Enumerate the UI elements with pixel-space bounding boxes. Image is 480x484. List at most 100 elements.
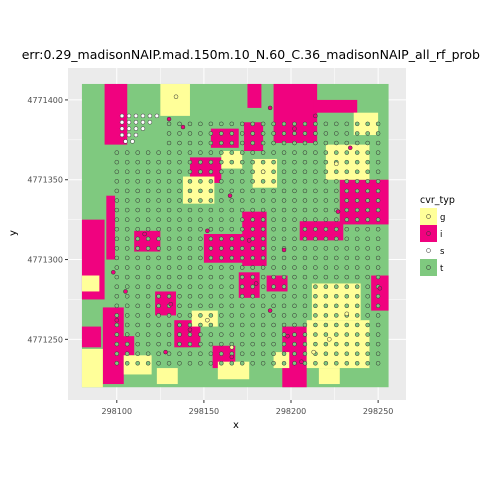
point-t bbox=[292, 131, 297, 136]
point-t bbox=[124, 207, 130, 213]
point-t bbox=[354, 361, 360, 366]
point-t bbox=[344, 121, 350, 127]
point-t bbox=[166, 341, 172, 347]
point-t bbox=[365, 198, 370, 203]
point-t bbox=[250, 188, 255, 194]
point-t bbox=[302, 255, 308, 261]
point-t bbox=[365, 159, 370, 165]
point-t bbox=[166, 179, 172, 184]
point-t bbox=[229, 265, 235, 270]
point-t bbox=[365, 265, 370, 270]
point-t bbox=[260, 246, 266, 251]
point-t bbox=[250, 361, 255, 366]
point-i bbox=[111, 270, 116, 275]
point-t bbox=[239, 341, 245, 347]
point-i bbox=[281, 247, 287, 253]
point-t bbox=[177, 294, 182, 299]
point-t bbox=[302, 313, 308, 318]
point-t bbox=[219, 226, 224, 232]
point-t bbox=[344, 140, 350, 146]
point-t bbox=[145, 361, 151, 366]
point-t bbox=[229, 246, 235, 251]
point-t bbox=[156, 207, 161, 213]
point-t bbox=[365, 207, 370, 213]
point-t bbox=[354, 274, 360, 280]
point-t bbox=[250, 150, 255, 155]
point-t bbox=[166, 159, 172, 165]
point-t bbox=[260, 284, 266, 289]
point-t bbox=[114, 169, 120, 174]
point-t bbox=[198, 274, 203, 280]
point-t bbox=[271, 226, 276, 232]
point-t bbox=[239, 188, 245, 194]
point-t bbox=[135, 150, 140, 155]
point-t bbox=[166, 236, 172, 242]
point-i bbox=[377, 286, 383, 291]
point-t bbox=[219, 188, 224, 194]
point-t bbox=[187, 198, 193, 203]
point-t bbox=[219, 198, 224, 203]
point-t bbox=[229, 332, 235, 337]
point-t bbox=[177, 179, 182, 184]
point-t bbox=[313, 140, 318, 146]
point-t bbox=[114, 294, 120, 299]
point-t bbox=[271, 140, 276, 146]
point-t bbox=[344, 322, 350, 328]
point-t bbox=[114, 322, 120, 328]
point-t bbox=[239, 198, 245, 203]
point-t bbox=[135, 207, 140, 213]
point-t bbox=[219, 265, 224, 270]
point-t bbox=[323, 169, 329, 174]
point-t bbox=[281, 150, 287, 155]
point-t bbox=[281, 226, 287, 232]
point-t bbox=[229, 169, 235, 174]
point-t bbox=[344, 341, 350, 347]
point-t bbox=[260, 303, 266, 309]
point-t bbox=[292, 332, 297, 337]
point-t bbox=[365, 131, 370, 136]
legend-point-s bbox=[426, 248, 431, 253]
point-t bbox=[229, 322, 235, 328]
point-t bbox=[271, 294, 276, 299]
point-t bbox=[145, 332, 151, 337]
point-t bbox=[177, 226, 182, 232]
point-t bbox=[375, 332, 381, 337]
point-t bbox=[302, 131, 308, 136]
point-s bbox=[126, 113, 132, 119]
point-t bbox=[313, 274, 318, 280]
point-t bbox=[198, 313, 203, 318]
point-t bbox=[208, 322, 214, 328]
point-t bbox=[229, 303, 235, 309]
legend-point-g bbox=[426, 214, 431, 219]
point-t bbox=[239, 159, 245, 165]
point-t bbox=[166, 332, 172, 337]
point-t bbox=[124, 351, 130, 356]
point-t bbox=[334, 169, 339, 174]
point-t bbox=[187, 188, 193, 194]
point-t bbox=[260, 140, 266, 146]
point-t bbox=[334, 322, 339, 328]
point-t bbox=[208, 265, 214, 270]
point-t bbox=[281, 188, 287, 194]
point-t bbox=[365, 226, 370, 232]
point-t bbox=[187, 332, 193, 337]
point-t bbox=[198, 140, 203, 146]
point-t bbox=[260, 159, 266, 165]
point-t bbox=[114, 226, 120, 232]
point-t bbox=[135, 179, 140, 184]
point-t bbox=[323, 303, 329, 309]
point-t bbox=[250, 217, 255, 222]
point-t bbox=[375, 313, 381, 318]
point-t bbox=[124, 361, 130, 366]
point-t bbox=[323, 274, 329, 280]
point-t bbox=[135, 226, 140, 232]
point-t bbox=[313, 121, 318, 127]
point-t bbox=[166, 322, 172, 328]
point-t bbox=[302, 207, 308, 213]
point-t bbox=[198, 188, 203, 194]
point-i bbox=[187, 327, 193, 333]
point-t bbox=[219, 236, 224, 242]
point-t bbox=[177, 313, 182, 318]
point-t bbox=[239, 284, 245, 289]
